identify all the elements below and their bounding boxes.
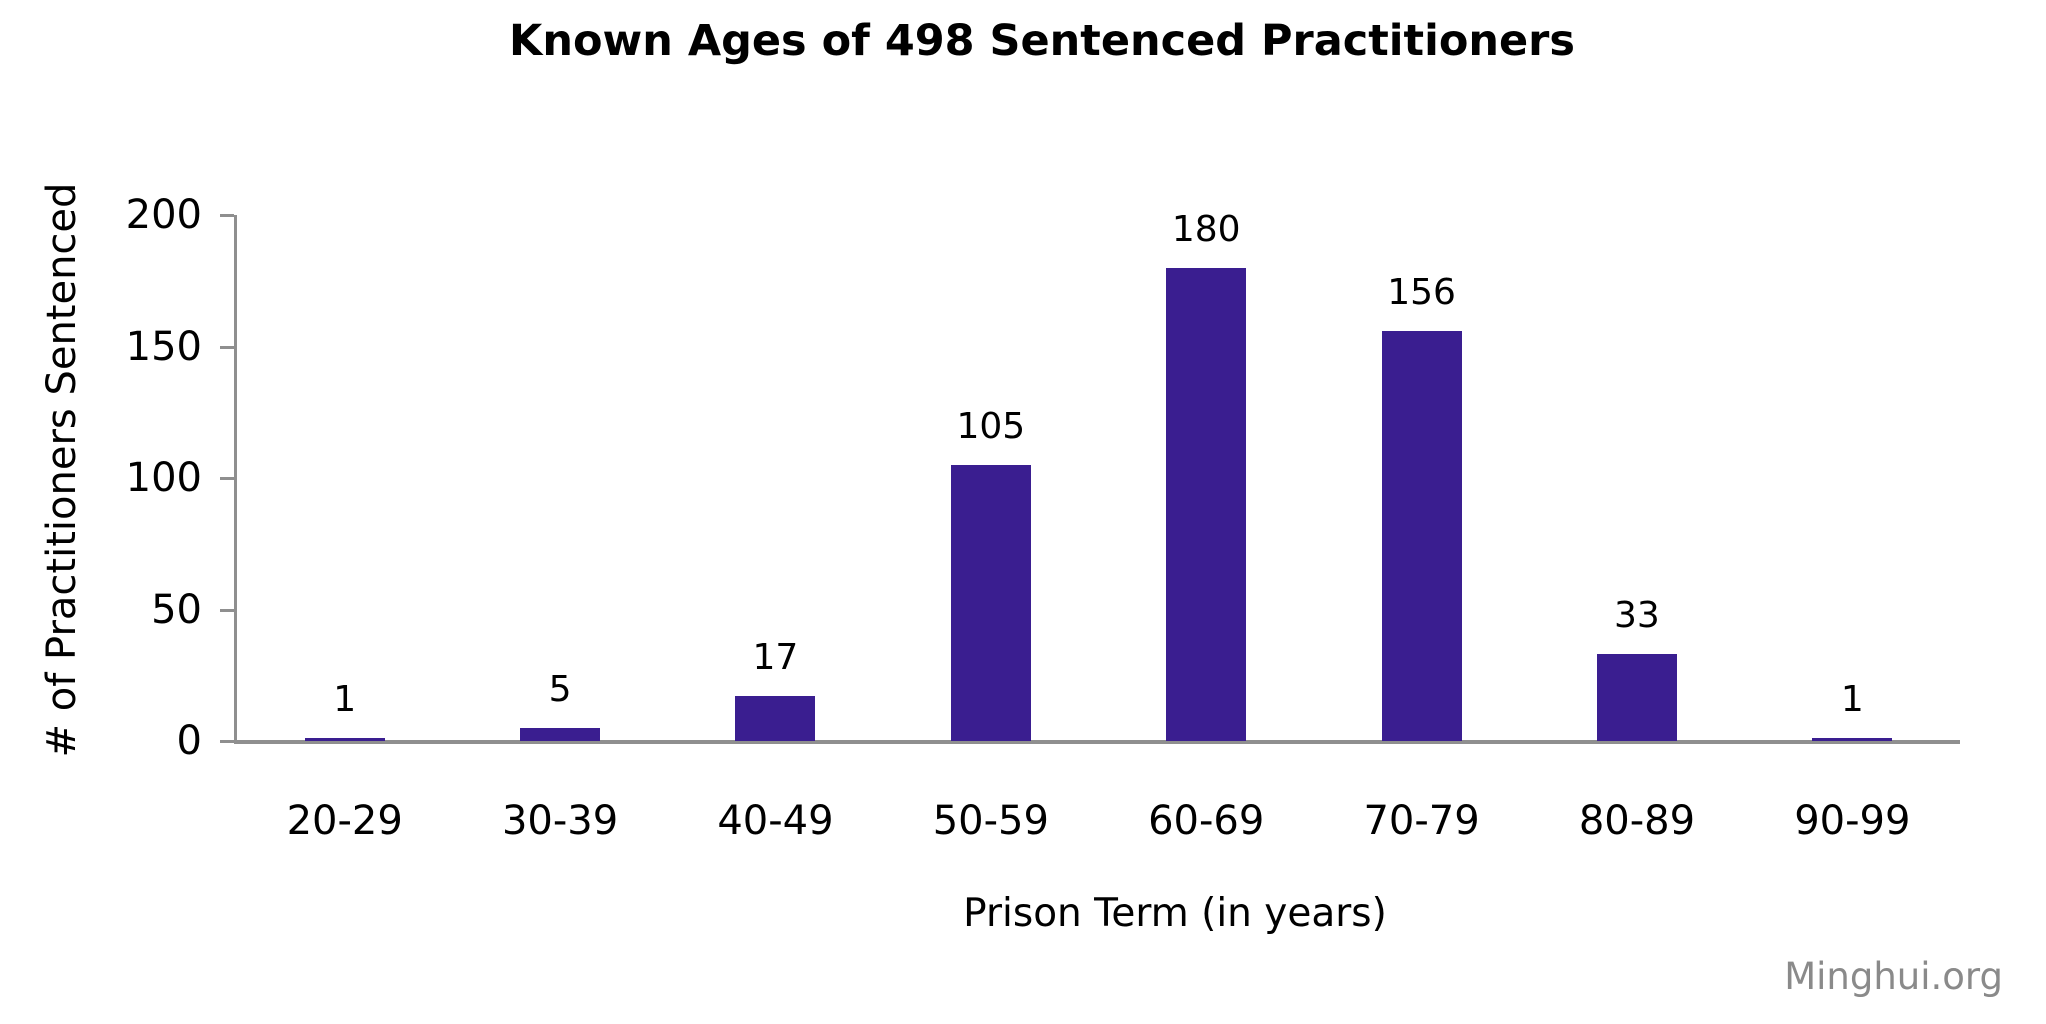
x-tick-label-90-99: 90-99 bbox=[1794, 798, 1911, 844]
x-axis-title: Prison Term (in years) bbox=[963, 891, 1387, 936]
y-tick-label-50: 50 bbox=[151, 586, 202, 633]
bar-90-99 bbox=[1812, 738, 1893, 741]
bar-60-69 bbox=[1166, 267, 1247, 741]
y-axis-line bbox=[234, 215, 237, 744]
value-label-60-69: 180 bbox=[1171, 208, 1241, 250]
y-tick-mark-200 bbox=[220, 214, 234, 217]
value-label-80-89: 33 bbox=[1614, 595, 1660, 637]
x-tick-label-30-39: 30-39 bbox=[501, 798, 619, 844]
y-tick-mark-50 bbox=[220, 608, 234, 612]
x-tick-label-40-49: 40-49 bbox=[717, 798, 834, 844]
y-tick-label-200: 200 bbox=[125, 192, 202, 238]
y-tick-label-150: 150 bbox=[125, 323, 202, 370]
x-tick-label-70-79: 70-79 bbox=[1363, 798, 1480, 844]
y-tick-mark-0 bbox=[220, 740, 234, 743]
x-tick-label-50-59: 50-59 bbox=[932, 798, 1049, 844]
y-tick-mark-100 bbox=[220, 477, 234, 480]
x-tick-label-20-29: 20-29 bbox=[286, 798, 403, 844]
y-tick-mark-150 bbox=[220, 345, 234, 349]
bar-20-29 bbox=[304, 738, 385, 741]
bar-70-79 bbox=[1381, 330, 1462, 741]
bar-50-59 bbox=[950, 464, 1031, 741]
x-tick-label-60-69: 60-69 bbox=[1148, 798, 1265, 844]
value-label-50-59: 105 bbox=[956, 405, 1026, 447]
value-label-70-79: 156 bbox=[1387, 271, 1456, 313]
bar-80-89 bbox=[1596, 654, 1677, 741]
x-tick-label-80-89: 80-89 bbox=[1578, 798, 1696, 844]
y-tick-label-100: 100 bbox=[125, 455, 202, 501]
value-label-40-49: 17 bbox=[752, 637, 799, 679]
value-label-20-29: 1 bbox=[333, 679, 357, 720]
bar-30-39 bbox=[520, 727, 601, 741]
value-label-90-99: 1 bbox=[1840, 679, 1864, 720]
value-label-30-39: 5 bbox=[548, 668, 572, 710]
watermark-minghui: Minghui.org bbox=[1784, 955, 2003, 998]
chart-title: Known Ages of 498 Sentenced Practitioner… bbox=[509, 16, 1575, 66]
y-axis-title: # of Practitioners Sentenced bbox=[39, 182, 85, 758]
bar-40-49 bbox=[735, 696, 816, 741]
y-tick-label-0: 0 bbox=[176, 718, 202, 764]
x-axis-line bbox=[234, 740, 1960, 744]
